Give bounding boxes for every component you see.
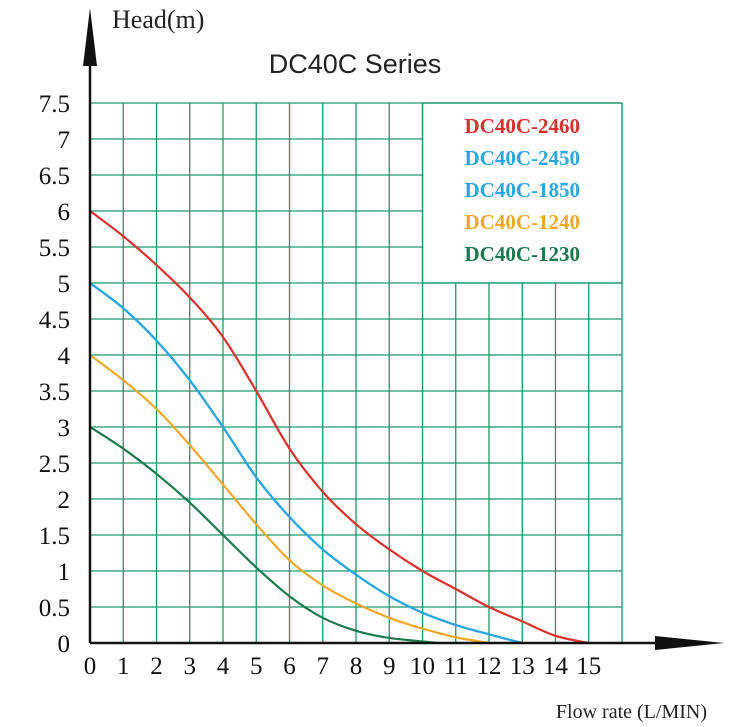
series-line-dc40c-1240 [88,353,491,645]
y-tick-label: 6.5 [39,163,70,190]
y-tick-label: 2 [58,487,71,514]
legend-entry: DC40C-2460 [465,114,581,138]
legend: DC40C-2460 DC40C-2450 DC40C-1850 DC40C-1240… [465,114,581,266]
y-tick-label: 2.5 [39,451,70,478]
x-tick-label: 3 [184,653,197,680]
legend-border [421,102,623,284]
y-tick-label: 7.5 [39,91,70,118]
x-axis-arrow-icon [655,636,724,650]
x-tick-label: 6 [283,653,296,680]
x-tick-label: 15 [576,653,601,680]
x-tick-label: 14 [543,653,569,680]
series-line-dc40c-2460 [88,209,590,645]
x-tick-label: 11 [444,653,468,680]
x-tick-label: 9 [383,653,396,680]
x-tick-label: 12 [477,653,502,680]
x-tick-label: 10 [410,653,435,680]
chart-title: DC40C Series [269,49,442,79]
y-tick-label: 5 [58,271,71,298]
y-tick-label: 6 [58,199,71,226]
y-tick-label: 1.5 [39,523,70,550]
y-tick-label: 0.5 [39,595,70,622]
series-line-dc40c-1230 [88,425,441,645]
tick-labels: 0 1 2 3 4 5 6 7 8 9 10 11 12 13 14 1500.511.522.533.544… [39,91,602,680]
series-lines [88,209,590,645]
x-tick-label: 1 [117,653,130,680]
x-tick-label: 7 [317,653,330,680]
y-tick-label: 7 [58,127,71,154]
y-axis-arrow-icon [83,8,97,66]
x-tick-label: 5 [250,653,263,680]
y-axis-label: Head(m) [112,5,204,34]
x-tick-label: 4 [217,653,230,680]
legend-entry: DC40C-1850 [465,178,581,202]
x-tick-label: 13 [510,653,535,680]
y-tick-label: 4 [58,343,71,370]
x-tick-label: 8 [350,653,363,680]
y-tick-label: 0 [58,631,71,658]
legend-box [421,102,623,284]
y-tick-label: 5.5 [39,235,70,262]
y-tick-label: 3 [58,415,71,442]
y-tick-label: 3.5 [39,379,70,406]
legend-entry: DC40C-1230 [465,242,581,266]
y-tick-label: 4.5 [39,307,70,334]
series-line-dc40c-1850 [88,281,524,645]
x-tick-label: 0 [84,653,97,680]
x-axis-label: Flow rate (L/MIN) [556,701,707,723]
legend-entry: DC40C-2450 [465,146,581,170]
legend-entry: DC40C-1240 [465,210,581,234]
axes [83,8,724,650]
x-tick-label: 2 [150,653,163,680]
y-tick-label: 1 [58,559,71,586]
